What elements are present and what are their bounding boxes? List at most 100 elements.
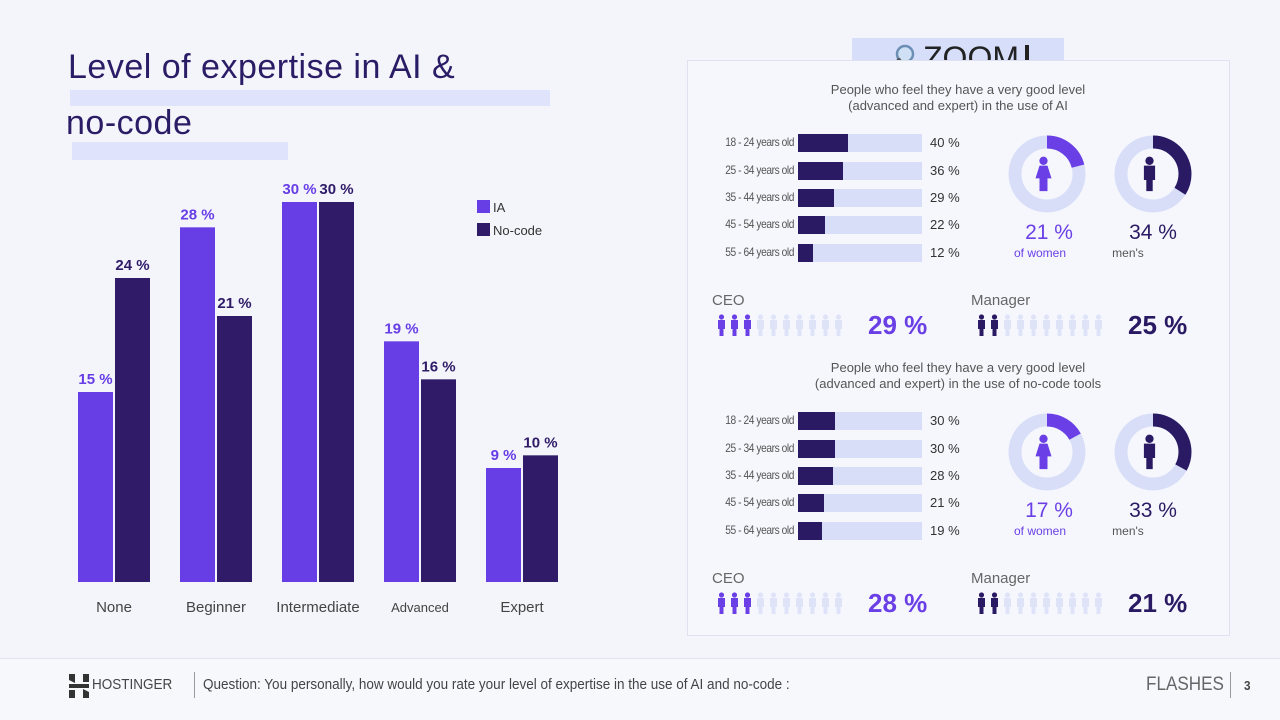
page-title: Level of expertise in AI &	[68, 48, 456, 86]
woman-icon	[1035, 434, 1053, 477]
person-icon	[1002, 592, 1013, 619]
person-icon	[1080, 592, 1091, 619]
manager-people-icons	[976, 592, 1104, 619]
person-icon	[742, 592, 753, 619]
person-icon	[989, 314, 1000, 341]
divider	[194, 672, 195, 698]
data-label: 19 %	[384, 320, 418, 337]
person-icon	[1067, 314, 1078, 341]
person-icon	[716, 314, 727, 341]
women-label: of women	[1013, 246, 1067, 260]
age-bar-track	[798, 440, 922, 458]
person-icon	[820, 592, 831, 619]
age-bar-fill	[798, 494, 825, 512]
men-donut	[1113, 412, 1193, 497]
men-label: men's	[1112, 246, 1144, 260]
age-bar-track	[798, 467, 922, 485]
age-bar-fill	[798, 134, 848, 152]
age-bar-fill	[798, 522, 822, 540]
person-icon	[1028, 592, 1039, 619]
bar-no-code-intermediate	[319, 202, 354, 582]
data-label: 30 %	[319, 181, 353, 198]
age-value: 40 %	[930, 135, 960, 150]
person-icon	[742, 314, 753, 341]
bar-no-code-expert	[523, 455, 558, 582]
bar-no-code-beginner	[217, 316, 252, 582]
age-value: 12 %	[930, 245, 960, 260]
bar-no-code-none	[115, 278, 150, 582]
age-bar-fill	[798, 467, 833, 485]
person-icon	[755, 592, 766, 619]
ceo-people-icons	[716, 592, 844, 619]
age-value: 28 %	[930, 468, 960, 483]
person-icon	[807, 592, 818, 619]
brand-name: HOSTINGER	[92, 676, 173, 693]
ceo-percent: 28 %	[868, 588, 928, 618]
age-bar-track	[798, 189, 922, 207]
ceo-percent: 29 %	[868, 310, 928, 340]
bar-no-code-advanced	[421, 379, 456, 582]
cursor-bar	[1024, 45, 1029, 71]
bar-ia-expert	[486, 468, 521, 582]
data-label: 21 %	[217, 295, 251, 312]
men-percent: 33 %	[1129, 499, 1177, 522]
person-icon	[794, 592, 805, 619]
women-donut	[1007, 412, 1087, 497]
panel-subtitle: People who feel they have a very good le…	[830, 82, 1086, 97]
age-label: 55 - 64 years old	[725, 245, 794, 259]
bar-ia-advanced	[384, 341, 419, 582]
age-bar-track	[798, 244, 922, 262]
category-label: Advanced	[391, 600, 449, 615]
age-bar-track	[798, 216, 922, 234]
bar-ia-intermediate	[282, 202, 317, 582]
age-bar-track	[798, 412, 922, 430]
data-label: 30 %	[282, 181, 316, 198]
expertise-bar-chart: 15 % 24 % None 28 % 21 % Beginner 30 % 30 % Inte…	[78, 181, 558, 616]
men-percent: 34 %	[1129, 221, 1177, 244]
women-percent: 17 %	[1025, 499, 1073, 522]
age-bar-fill	[798, 216, 826, 234]
person-icon	[781, 314, 792, 341]
age-label: 45 - 54 years old	[725, 495, 794, 509]
manager-label: Manager	[971, 570, 1031, 587]
age-label: 25 - 34 years old	[725, 163, 794, 177]
ceo-people-icons	[716, 314, 844, 341]
man-icon	[1141, 156, 1159, 199]
age-label: 25 - 34 years old	[725, 441, 794, 455]
age-value: 30 %	[930, 413, 960, 428]
age-bar-track	[798, 162, 922, 180]
person-icon	[976, 592, 987, 619]
person-icon	[729, 592, 740, 619]
manager-percent: 21 %	[1128, 588, 1188, 618]
data-label: 24 %	[115, 257, 149, 274]
zoom-panel	[687, 60, 1230, 636]
legend-label: IA	[493, 200, 506, 215]
person-icon	[716, 592, 727, 619]
panel-subtitle: (advanced and expert) in the use of AI	[848, 98, 1068, 113]
age-bar-track	[798, 494, 922, 512]
legend-swatch	[477, 200, 490, 213]
age-label: 55 - 64 years old	[725, 523, 794, 537]
panel-subtitle: People who feel they have a very good le…	[830, 360, 1086, 375]
person-icon	[807, 314, 818, 341]
category-label: Expert	[500, 599, 544, 616]
person-icon	[1093, 314, 1104, 341]
women-donut	[1007, 134, 1087, 219]
person-icon	[1054, 314, 1065, 341]
person-icon	[1002, 314, 1013, 341]
person-icon	[1028, 314, 1039, 341]
age-bar-track	[798, 522, 922, 540]
manager-people-icons	[976, 314, 1104, 341]
men-donut	[1113, 134, 1193, 219]
person-icon	[1015, 314, 1026, 341]
person-icon	[729, 314, 740, 341]
manager-label: Manager	[971, 292, 1031, 309]
age-value: 30 %	[930, 441, 960, 456]
hostinger-logo-icon	[69, 674, 89, 698]
age-bar-track	[798, 134, 922, 152]
person-icon	[989, 592, 1000, 619]
person-icon	[1015, 592, 1026, 619]
person-icon	[755, 314, 766, 341]
person-icon	[1054, 592, 1065, 619]
person-icon	[833, 314, 844, 341]
